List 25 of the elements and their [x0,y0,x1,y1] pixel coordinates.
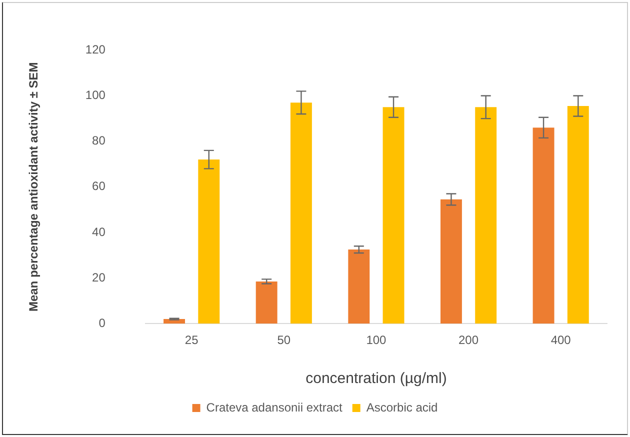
x-axis-title: concentration (µg/ml) [306,370,447,388]
x-tick-label: 200 [458,333,479,348]
x-tick-label: 25 [184,333,199,348]
bar [198,160,220,324]
bar [440,199,462,324]
bar [256,281,278,324]
bar [382,107,404,324]
x-tick-label: 400 [550,333,572,348]
legend-label: Crateva adansonii extract [206,400,344,414]
bar [532,128,554,324]
y-tick-label: 80 [92,134,106,148]
y-tick-label: 20 [92,270,106,284]
y-tick-label: 60 [92,179,106,194]
y-tick-label: 0 [98,316,106,330]
legend-label: Ascorbic acid [366,400,438,414]
bar [290,102,312,324]
y-axis-title: Mean percentage antioxidant activity ± SEM [26,62,41,312]
bar [348,250,370,324]
y-tick-label: 120 [85,42,106,57]
x-tick-label: 100 [366,333,387,348]
bar [475,107,497,324]
x-tick-label: 50 [277,333,291,348]
y-tick-label: 100 [85,88,106,102]
bar [567,106,589,324]
y-tick-label: 40 [92,224,106,239]
